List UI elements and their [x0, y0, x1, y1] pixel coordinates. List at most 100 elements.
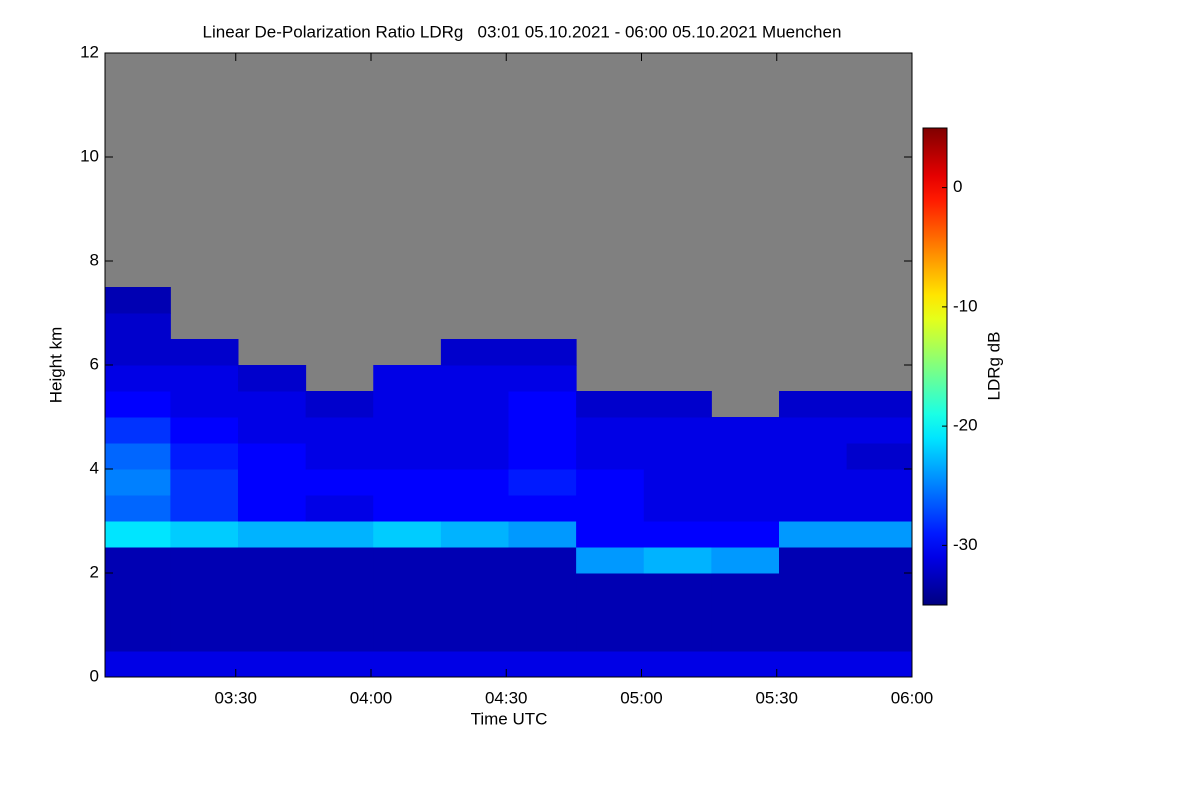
heatmap-cell — [643, 521, 712, 548]
heatmap-cell — [373, 573, 442, 600]
heatmap-cell — [373, 547, 442, 574]
heatmap-cell — [440, 339, 509, 366]
heatmap-cell — [170, 599, 239, 626]
heatmap-cell — [237, 365, 307, 392]
heatmap-cell — [508, 469, 577, 496]
heatmap-cell — [846, 547, 913, 574]
heatmap-cell — [105, 469, 171, 496]
heatmap-cell — [576, 599, 645, 626]
heatmap-cell — [105, 521, 171, 548]
heatmap-cell — [779, 495, 848, 522]
heatmap-cell — [576, 391, 645, 418]
heatmap-cell — [440, 599, 509, 626]
heatmap-cell — [576, 625, 645, 652]
heatmap-cell — [576, 443, 645, 470]
heatmap-cell — [711, 495, 780, 522]
heatmap-cell — [373, 469, 442, 496]
x-axis-label: Time UTC — [471, 709, 548, 728]
y-tick-label: 0 — [90, 666, 99, 685]
y-tick-label: 6 — [90, 354, 99, 373]
heatmap-cell — [170, 547, 239, 574]
heatmap-cell — [711, 651, 780, 678]
x-tick-label: 05:00 — [620, 688, 663, 707]
heatmap-cell — [779, 417, 848, 444]
heatmap-cell — [170, 365, 239, 392]
heatmap-cell — [711, 625, 780, 652]
heatmap-cell — [846, 521, 913, 548]
heatmap-cell — [508, 495, 577, 522]
y-tick-label: 2 — [90, 562, 99, 581]
colorbar-label: LDRg dB — [984, 332, 1003, 401]
y-tick-label: 4 — [90, 458, 99, 477]
heatmap-cell — [508, 651, 577, 678]
heatmap-cell — [643, 651, 712, 678]
y-tick-label: 8 — [90, 250, 99, 269]
heatmap-cell — [170, 625, 239, 652]
heatmap-cell — [508, 365, 577, 392]
heatmap-cell — [373, 365, 442, 392]
heatmap-cell — [779, 391, 848, 418]
heatmap-cell — [440, 625, 509, 652]
heatmap-cell — [237, 651, 307, 678]
heatmap-cell — [508, 547, 577, 574]
heatmap-cell — [305, 469, 374, 496]
heatmap-cell — [440, 469, 509, 496]
heatmap-cell — [237, 443, 307, 470]
heatmap-cell — [508, 573, 577, 600]
heatmap-cell — [846, 651, 913, 678]
heatmap-cell — [105, 339, 171, 366]
heatmap-cell — [846, 417, 913, 444]
heatmap-cell — [440, 547, 509, 574]
heatmap-cell — [170, 339, 239, 366]
heatmap-cell — [576, 469, 645, 496]
heatmap-cell — [711, 417, 780, 444]
heatmap-cell — [237, 391, 307, 418]
heatmap-cell — [779, 443, 848, 470]
heatmap-cell — [643, 417, 712, 444]
heatmap-cell — [105, 573, 171, 600]
x-tick-label: 03:30 — [214, 688, 257, 707]
heatmap-cell — [305, 495, 374, 522]
heatmap-cell — [508, 443, 577, 470]
y-tick-label: 10 — [80, 146, 99, 165]
heatmap-cell — [440, 495, 509, 522]
heatmap-cell — [779, 599, 848, 626]
heatmap-cell — [373, 391, 442, 418]
heatmap-cell — [305, 521, 374, 548]
heatmap-cell — [440, 391, 509, 418]
heatmap-cell — [373, 651, 442, 678]
heatmap-cell — [508, 521, 577, 548]
heatmap-cell — [105, 365, 171, 392]
heatmap-cell — [170, 651, 239, 678]
heatmap-cell — [237, 625, 307, 652]
heatmap-cell — [440, 573, 509, 600]
heatmap-cell — [305, 391, 374, 418]
colorbar-tick-label: -10 — [953, 296, 978, 315]
heatmap-cell — [105, 313, 171, 340]
heatmap-cell — [170, 469, 239, 496]
heatmap-cell — [440, 651, 509, 678]
heatmap-cell — [779, 469, 848, 496]
heatmap-cell — [237, 547, 307, 574]
heatmap-cell — [170, 521, 239, 548]
heatmap-cell — [170, 391, 239, 418]
heatmap-cell — [643, 469, 712, 496]
y-tick-label: 12 — [80, 42, 99, 61]
heatmap-cell — [643, 443, 712, 470]
heatmap-cell — [711, 469, 780, 496]
heatmap-cell — [711, 521, 780, 548]
heatmap-cell — [643, 625, 712, 652]
heatmap-cell — [711, 573, 780, 600]
heatmap-cell — [576, 651, 645, 678]
heatmap-cell — [373, 417, 442, 444]
heatmap-cell — [779, 651, 848, 678]
heatmap-cell — [170, 573, 239, 600]
heatmap-cell — [576, 573, 645, 600]
x-tick-label: 06:00 — [891, 688, 934, 707]
heatmap-cell — [643, 495, 712, 522]
heatmap-cell — [373, 521, 442, 548]
heatmap-cell — [846, 625, 913, 652]
heatmap-cell — [779, 625, 848, 652]
heatmap-cell — [170, 417, 239, 444]
